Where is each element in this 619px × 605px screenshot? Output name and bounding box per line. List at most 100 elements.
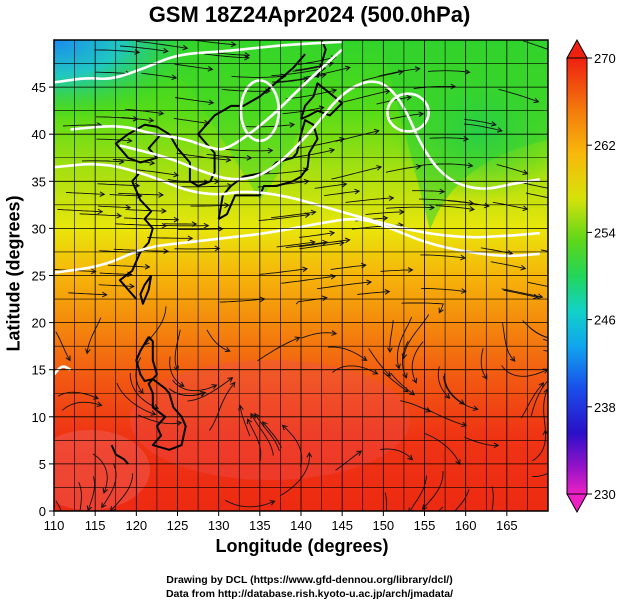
streamline-arrow xyxy=(150,410,157,416)
streamline xyxy=(491,486,494,511)
streamline xyxy=(530,379,548,417)
streamline-arrow xyxy=(560,444,565,449)
streamline-arrow xyxy=(125,204,132,211)
streamline-arrow xyxy=(520,264,527,271)
x-tick-label: 155 xyxy=(414,518,436,533)
streamline xyxy=(204,53,249,59)
streamline-arrow xyxy=(555,50,560,55)
x-tick-label: 130 xyxy=(208,518,230,533)
streamline xyxy=(429,137,469,140)
streamline xyxy=(330,264,366,270)
colorbar-ticks: 270 262 254 246 238 230 xyxy=(587,51,616,502)
streamline xyxy=(385,206,434,209)
x-tick-label: 110 xyxy=(44,518,65,533)
y-tick-label: 10 xyxy=(32,410,46,425)
streamline xyxy=(177,228,223,230)
streamline-arrow xyxy=(533,97,540,104)
streamline-arrow xyxy=(158,110,165,116)
streamline-arrow xyxy=(318,105,325,111)
streamline xyxy=(254,413,280,452)
streamline xyxy=(174,247,220,250)
east-cold-shading xyxy=(390,60,548,200)
colorbar-bottom-arrow xyxy=(566,493,588,514)
streamline xyxy=(246,124,295,128)
streamline-arrow xyxy=(385,371,392,377)
streamline-arrow xyxy=(409,389,416,396)
x-tick-label: 115 xyxy=(85,518,106,533)
streamline xyxy=(176,152,231,161)
streamline xyxy=(141,72,177,79)
streamline-arrow xyxy=(294,336,301,342)
field-layer xyxy=(54,40,565,522)
streamline-arrow xyxy=(329,147,336,154)
streamline xyxy=(92,453,108,494)
streamline-arrow xyxy=(412,377,418,384)
streamline xyxy=(464,123,503,132)
y-axis-ticks: 0 5 10 15 20 25 30 35 40 45 xyxy=(32,80,54,519)
streamline xyxy=(400,400,431,413)
y-tick-label: 5 xyxy=(39,457,46,472)
streamline-arrow xyxy=(444,517,449,522)
streamline-arrow xyxy=(402,386,409,393)
streamline-arrow xyxy=(224,202,230,209)
streamline xyxy=(57,209,103,213)
streamline xyxy=(525,192,548,199)
colorbar-tick-label: 230 xyxy=(594,487,616,502)
streamline xyxy=(285,241,328,249)
streamline-arrow xyxy=(461,421,468,428)
streamline xyxy=(409,475,427,511)
streamline-arrow xyxy=(173,216,180,223)
streamline xyxy=(115,223,167,227)
streamline xyxy=(540,249,548,252)
streamline-arrow xyxy=(200,390,207,397)
streamline xyxy=(298,239,350,248)
streamline-arrow xyxy=(161,222,168,229)
streamline-arrow xyxy=(304,212,311,218)
streamline-arrow xyxy=(102,487,108,494)
streamline xyxy=(129,373,159,409)
streamline-arrow xyxy=(397,69,404,76)
streamline xyxy=(317,281,372,290)
streamline xyxy=(224,148,273,152)
streamline-arrow xyxy=(372,369,379,375)
streamline xyxy=(297,138,345,149)
streamline xyxy=(217,52,250,56)
coastline xyxy=(110,444,129,465)
streamline-arrow xyxy=(203,222,210,229)
streamline-arrow xyxy=(303,76,310,83)
streamline xyxy=(498,88,539,103)
streamline-arrow xyxy=(244,52,251,58)
streamline xyxy=(324,190,360,197)
streamline-arrow xyxy=(214,245,221,252)
streamline xyxy=(301,332,337,339)
streamline xyxy=(120,45,168,52)
streamline-arrow xyxy=(414,66,421,72)
streamline xyxy=(401,302,444,313)
streamline-arrow xyxy=(407,454,414,461)
streamline-arrow xyxy=(162,47,169,54)
streamline xyxy=(250,413,274,456)
streamline-arrow xyxy=(418,111,425,117)
closed-contour xyxy=(386,92,430,133)
streamline xyxy=(116,382,156,415)
streamline-arrow xyxy=(129,283,135,290)
streamline-arrow xyxy=(93,394,100,400)
streamline xyxy=(98,205,131,209)
streamline xyxy=(231,75,286,78)
colorbar-tick-label: 262 xyxy=(594,138,616,153)
streamline xyxy=(96,138,132,142)
streamline xyxy=(86,317,102,354)
streamline-arrow xyxy=(310,209,317,216)
streamline xyxy=(345,197,394,203)
streamline-arrow xyxy=(84,348,91,355)
streamline-arrow xyxy=(331,88,338,94)
streamline xyxy=(78,482,82,511)
y-tick-label: 40 xyxy=(32,127,46,142)
streamline xyxy=(123,217,179,221)
streamline xyxy=(82,160,124,163)
streamline-arrow xyxy=(560,337,564,342)
streamline xyxy=(384,492,387,511)
streamline-arrow xyxy=(472,405,479,411)
streamline xyxy=(219,298,265,303)
streamline-arrow xyxy=(171,74,178,81)
